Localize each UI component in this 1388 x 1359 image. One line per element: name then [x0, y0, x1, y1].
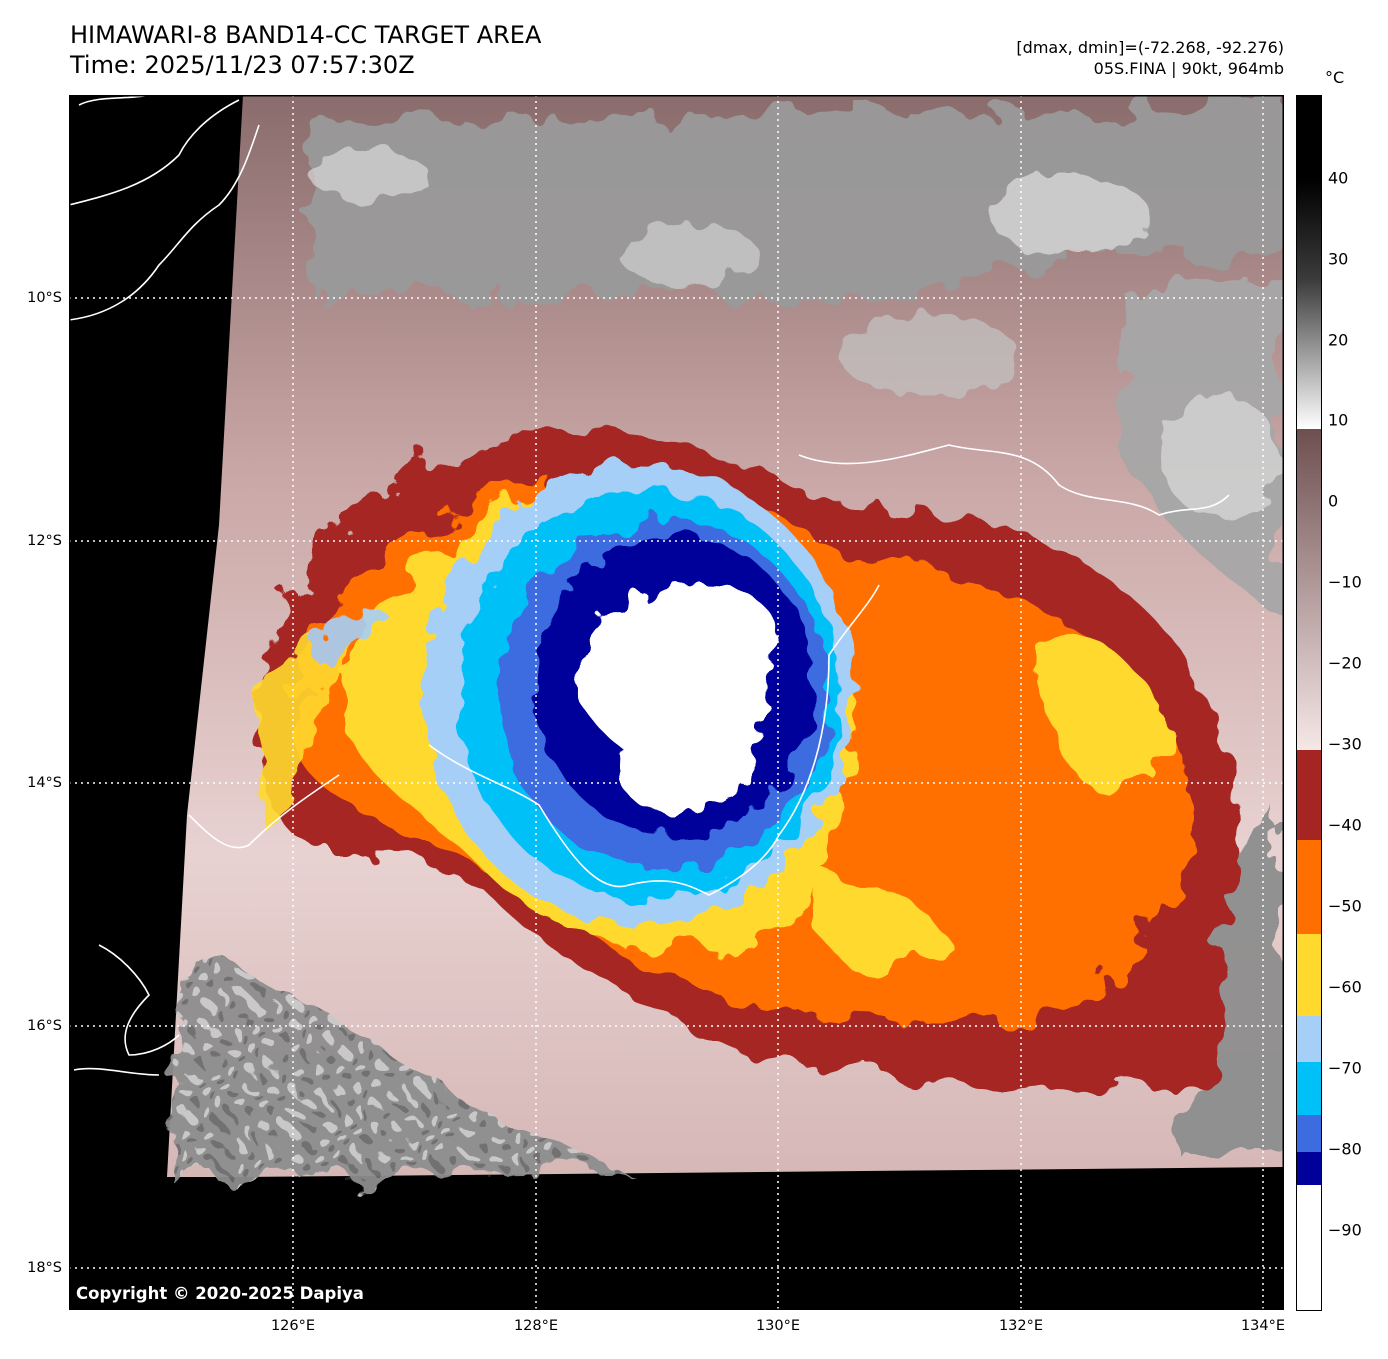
copyright-text: Copyright © 2020-2025 Dapiya — [76, 1284, 364, 1303]
colorbar-tick-label: −50 — [1328, 896, 1362, 916]
colorbar-tick-label: −70 — [1328, 1058, 1362, 1078]
outer-arm — [257, 611, 389, 835]
time-line: Time: 2025/11/23 07:57:30Z — [70, 51, 415, 79]
lon-label: 128°E — [513, 1318, 559, 1334]
lat-label: 14°S — [27, 775, 62, 791]
colorbar-scale — [1297, 96, 1321, 1310]
lat-label: 16°S — [27, 1018, 62, 1034]
colorbar-tick-label: 0 — [1328, 491, 1339, 511]
eyewall-bands — [424, 465, 854, 925]
colorbar-tick-label: −20 — [1328, 653, 1362, 673]
lat-label: 12°S — [27, 533, 62, 549]
cloud-streaks — [309, 150, 1279, 515]
satellite-image — [69, 95, 1284, 1310]
lat-label: 18°S — [27, 1260, 62, 1276]
colorbar-tick-label: −60 — [1328, 977, 1362, 997]
satellite-image-panel — [69, 95, 1284, 1310]
colorbar-tick-label: 40 — [1328, 168, 1349, 188]
colorbar-tick-label: −10 — [1328, 572, 1362, 592]
coldest-tops — [577, 582, 777, 815]
dmax-dmin-text: [dmax, dmin]=(-72.268, -92.276) — [1016, 38, 1284, 57]
lon-label: 130°E — [755, 1318, 801, 1334]
plot-frame — [69, 95, 1284, 1310]
colorbar-tick-label: −90 — [1328, 1220, 1362, 1240]
storm-meta: [dmax, dmin]=(-72.268, -92.276) 05S.FINA… — [1016, 37, 1284, 79]
coastlines — [69, 95, 1230, 1076]
title-line: HIMAWARI-8 BAND14-CC TARGET AREA — [70, 21, 542, 49]
colorbar-unit: °C — [1325, 68, 1345, 87]
colorbar — [1296, 95, 1322, 1311]
colorbar-tick-label: −80 — [1328, 1139, 1362, 1159]
lon-label: 126°E — [270, 1318, 316, 1334]
colorbar-tick-label: −40 — [1328, 815, 1362, 835]
graticule — [69, 95, 1284, 1310]
lon-label: 132°E — [998, 1318, 1044, 1334]
colorbar-tick-label: 20 — [1328, 330, 1349, 350]
colorbar-tick-label: 30 — [1328, 249, 1349, 269]
storm-info-text: 05S.FINA | 90kt, 964mb — [1093, 59, 1284, 78]
lon-label: 134°E — [1240, 1318, 1286, 1334]
lat-label: 10°S — [27, 290, 62, 306]
chart-title: HIMAWARI-8 BAND14-CC TARGET AREA Time: 2… — [70, 20, 541, 80]
colorbar-tick-label: −30 — [1328, 734, 1362, 754]
colorbar-tick-label: 10 — [1328, 410, 1349, 430]
